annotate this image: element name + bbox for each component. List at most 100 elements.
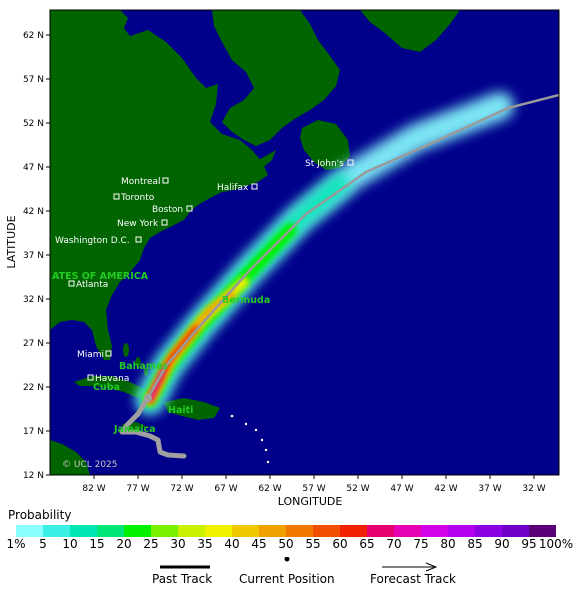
probability-tick-label: 30: [170, 537, 186, 551]
past-track-label: Past Track: [152, 572, 213, 586]
lat-tick-label: 12 N: [23, 471, 44, 481]
lat-tick-label: 27 N: [23, 339, 44, 349]
probability-tick-label: 50: [278, 537, 294, 551]
probability-tick-label: 90: [494, 537, 510, 551]
city-label-atlanta: Atlanta: [76, 280, 108, 290]
lon-tick-label: 77 W: [126, 484, 149, 494]
probability-tick-label: 45: [251, 537, 267, 551]
probability-legend: Probability 1% 5 10 15 20 25 30 35 40 45 50 55 60 65 7…: [0, 505, 580, 595]
lon-tick-label: 67 W: [214, 484, 237, 494]
x-axis-title: LONGITUDE: [278, 495, 343, 505]
region-label-usa: ATES OF AMERICA: [52, 271, 149, 282]
current-position-marker: [144, 394, 152, 402]
storm-probability-map: Montreal Toronto Halifax Boston New York…: [5, 9, 560, 505]
probability-tick-label: 60: [332, 537, 348, 551]
region-label-bermuda: Bermuda: [222, 295, 270, 306]
probability-tick-label: 10: [62, 537, 78, 551]
lon-tick-label: 37 W: [478, 484, 501, 494]
cuba-landmass: [74, 376, 150, 398]
probability-swatch: [286, 525, 313, 537]
probability-tick-label: 65: [359, 537, 375, 551]
lon-tick-label: 72 W: [170, 484, 193, 494]
probability-tick-label: 1%: [6, 537, 26, 551]
lat-tick-label: 37 N: [23, 251, 44, 261]
city-label-toronto: Toronto: [120, 193, 155, 203]
city-label-st-johns: St John's: [305, 159, 344, 169]
probability-swatch: [394, 525, 421, 537]
probability-tick-label: 85: [467, 537, 483, 551]
city-label-havana: Havana: [95, 374, 129, 384]
probability-swatch: [43, 525, 70, 537]
lon-tick-label: 82 W: [82, 484, 105, 494]
probability-tick-label: 95: [521, 537, 537, 551]
probability-tick-label: 40: [224, 537, 240, 551]
probability-tick-label: 35: [197, 537, 213, 551]
y-axis-title: LATITUDE: [5, 215, 18, 268]
city-label-halifax: Halifax: [217, 183, 249, 193]
copyright-credit: © UCL 2025: [62, 460, 118, 470]
probability-tick-label: 20: [116, 537, 132, 551]
latitude-axis: 62 N 57 N 52 N 47 N 42 N 37 N 32 N 27 N …: [23, 31, 50, 481]
city-markers: [68, 159, 354, 381]
past-track-line: [119, 395, 187, 459]
probability-swatch: [448, 525, 475, 537]
city-label-new-york: New York: [117, 219, 159, 229]
lon-tick-label: 42 W: [434, 484, 457, 494]
lat-tick-label: 47 N: [23, 163, 44, 173]
probability-swatch: [367, 525, 394, 537]
probability-tick-label: 70: [386, 537, 402, 551]
lon-tick-label: 57 W: [302, 484, 325, 494]
current-position-symbol: [284, 557, 290, 562]
probability-swatch: [313, 525, 340, 537]
city-label-montreal: Montreal: [121, 177, 161, 187]
probability-swatch: [259, 525, 286, 537]
lon-tick-label: 62 W: [258, 484, 281, 494]
lat-tick-label: 22 N: [23, 383, 44, 393]
forecast-arrow-icon: [425, 562, 438, 572]
probability-swatch: [502, 525, 529, 537]
forecast-track-label: Forecast Track: [370, 572, 456, 586]
land-layer: [50, 10, 460, 475]
probability-tick-label: 80: [440, 537, 456, 551]
probability-swatch: [205, 525, 232, 537]
newfoundland-landmass: [300, 120, 350, 170]
probability-swatch: [124, 525, 151, 537]
lat-tick-label: 62 N: [23, 31, 44, 41]
probability-swatch: [232, 525, 259, 537]
longitude-axis: 82 W 77 W 72 W 67 W 62 W 57 W 52 W 47 W …: [82, 475, 546, 494]
probability-swatch: [151, 525, 178, 537]
greenland-landmass: [360, 10, 460, 52]
lesser-antilles: [230, 414, 270, 464]
region-label-haiti: Haiti: [168, 405, 193, 416]
legend-title: Probability: [8, 508, 72, 522]
probability-swatch: [70, 525, 97, 537]
lon-tick-label: 52 W: [346, 484, 369, 494]
probability-swatch: [16, 525, 43, 537]
north-america-landmass: [50, 10, 268, 360]
lat-tick-label: 52 N: [23, 119, 44, 129]
probability-tick-label: 55: [305, 537, 321, 551]
nova-scotia-landmass: [222, 150, 276, 192]
probability-tick-label: 5: [39, 537, 47, 551]
region-label-cuba: Cuba: [93, 382, 120, 393]
probability-swatch: [97, 525, 124, 537]
lon-tick-label: 47 W: [390, 484, 413, 494]
probability-swatch: [340, 525, 367, 537]
lat-tick-label: 57 N: [23, 75, 44, 85]
probability-swatch: [421, 525, 448, 537]
lat-tick-label: 42 N: [23, 207, 44, 217]
lat-tick-label: 17 N: [23, 427, 44, 437]
probability-swatch: [475, 525, 502, 537]
probability-swatch: [529, 525, 556, 537]
region-label-bahamas: Bahamas: [119, 361, 168, 372]
probability-tick-label: 15: [89, 537, 105, 551]
central-america-landmass: [50, 440, 90, 475]
probability-tick-label: 100%: [538, 537, 574, 551]
bahamas-islands: [123, 343, 148, 376]
region-label-jamaica: Jamaica: [113, 424, 156, 435]
probability-tick-label: 75: [413, 537, 429, 551]
labrador-landmass: [212, 10, 340, 146]
map-frame: [49, 9, 560, 476]
probability-color-scale: [16, 525, 556, 537]
probability-tick-label: 25: [143, 537, 159, 551]
